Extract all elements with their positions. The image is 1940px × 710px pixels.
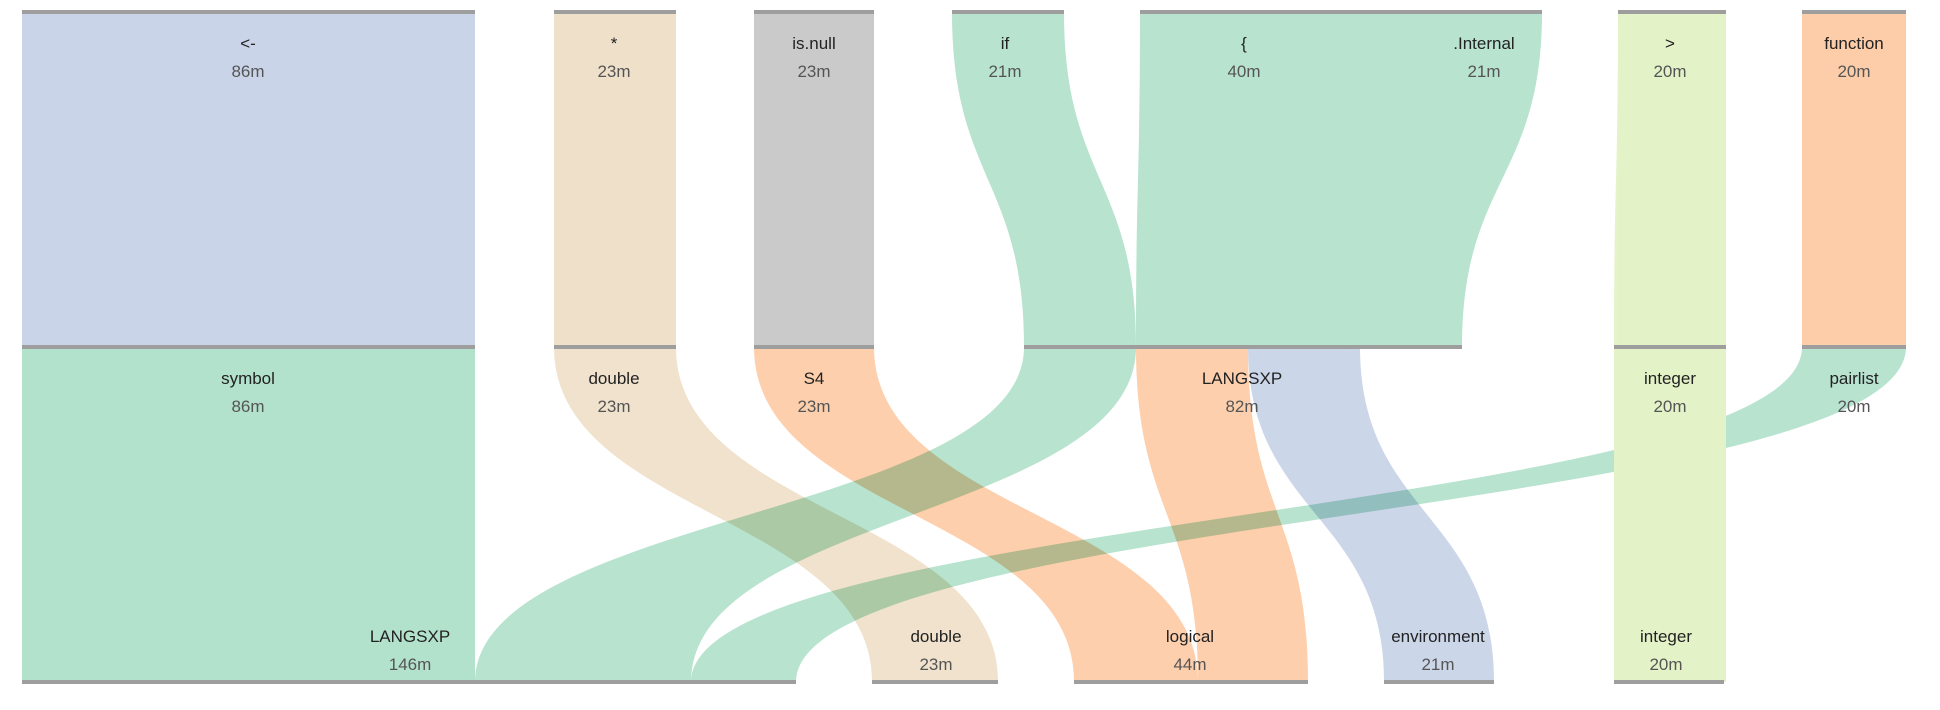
flow-n0_3-to-n1_3	[952, 12, 1136, 347]
node-name-n0_2: is.null	[792, 34, 835, 53]
node-value-n1_5: 20m	[1837, 397, 1870, 416]
node-bar-n0_0	[22, 12, 475, 347]
separator-rules	[22, 10, 1906, 684]
node-rule-n0_1	[554, 10, 676, 14]
node-value-n1_0: 86m	[231, 397, 264, 416]
flow-n1_5-to-n2_0	[691, 347, 1906, 682]
labels-layer: <- 86m * 23m is.null 23m if 21m {40m .Internal 21m…	[221, 34, 1884, 674]
flow-n1_3-to-n2_3	[1248, 347, 1494, 682]
node-name-n0_7: function	[1824, 34, 1884, 53]
node-rule-n1_3	[1024, 345, 1462, 349]
node-value-n0_3: 21m	[988, 62, 1021, 81]
node-rule-n0_3	[952, 10, 1064, 14]
node-bar-n1_0	[22, 347, 475, 682]
node-value-n1_3: 82m	[1225, 397, 1258, 416]
node-name-n2_0: LANGSXP	[370, 627, 450, 646]
node-value-n2_3: 21m	[1421, 655, 1454, 674]
node-name-n0_6: >	[1665, 34, 1675, 53]
node-value-n2_0: 146m	[389, 655, 432, 674]
node-name-n1_0: symbol	[221, 369, 275, 388]
node-rule-n1_2	[754, 345, 874, 349]
node-value-n0_0: 86m	[231, 62, 264, 81]
node-name-n2_3: environment	[1391, 627, 1485, 646]
node-value-n0_1: 23m	[597, 62, 630, 81]
node-value-n2_4: 20m	[1649, 655, 1682, 674]
node-name-n2_4: integer	[1640, 627, 1692, 646]
node-bar-n1_4	[1614, 347, 1726, 682]
node-bar-n0_6	[1618, 12, 1726, 347]
node-rule-n1_0	[22, 345, 475, 349]
node-value-n1_4: 20m	[1653, 397, 1686, 416]
node-rule-n2_2	[1074, 680, 1308, 684]
node-name-n2_1: double	[910, 627, 961, 646]
flow-n1_3-to-n2_2	[1136, 347, 1308, 682]
node-bar-n0_7	[1802, 12, 1906, 347]
node-rule-n2_0	[22, 680, 796, 684]
node-rule-n2_4	[1614, 680, 1724, 684]
node-name-n2_2: logical	[1166, 627, 1214, 646]
node-name-n0_0: <-	[240, 34, 256, 53]
bars-layer	[22, 12, 1906, 682]
flow-n0_4-to-n1_3	[1136, 12, 1354, 347]
node-rule-n2_3	[1384, 680, 1494, 684]
node-rule-n0_5	[1354, 10, 1542, 14]
node-name-n1_4: integer	[1644, 369, 1696, 388]
node-value-n1_1: 23m	[597, 397, 630, 416]
node-rule-n1_5	[1802, 345, 1906, 349]
node-name-n0_5: .Internal	[1453, 34, 1514, 53]
node-rule-n0_0	[22, 10, 475, 14]
node-rule-n0_7	[1802, 10, 1906, 14]
flow-n0_5-to-n1_3	[1350, 12, 1542, 347]
node-rule-n0_6	[1618, 10, 1726, 14]
flow-n1_1-to-n2_1	[554, 347, 998, 682]
node-rule-n1_4	[1614, 345, 1726, 349]
node-name-n1_5: pairlist	[1829, 369, 1878, 388]
node-value-n0_2: 23m	[797, 62, 830, 81]
node-value-n1_2: 23m	[797, 397, 830, 416]
node-rule-n0_4	[1140, 10, 1354, 14]
node-value-n2_1: 23m	[919, 655, 952, 674]
node-name-n1_1: double	[588, 369, 639, 388]
node-bar-n0_2	[754, 12, 874, 347]
node-name-n0_4: {	[1241, 34, 1247, 53]
flow-n1_2-to-n2_2	[754, 347, 1198, 682]
node-name-n0_1: *	[611, 34, 618, 53]
node-bar-n0_1	[554, 12, 676, 347]
node-name-n1_2: S4	[804, 369, 825, 388]
node-value-n0_5: 21m	[1467, 62, 1500, 81]
node-rule-n1_1	[554, 345, 676, 349]
node-value-n2_2: 44m	[1173, 655, 1206, 674]
node-name-n0_3: if	[1001, 34, 1010, 53]
node-value-n0_6: 20m	[1653, 62, 1686, 81]
node-rule-n2_1	[872, 680, 998, 684]
node-value-n0_4: 40m	[1227, 62, 1260, 81]
node-rule-n0_2	[754, 10, 874, 14]
node-name-n1_3: LANGSXP	[1202, 369, 1282, 388]
node-value-n0_7: 20m	[1837, 62, 1870, 81]
